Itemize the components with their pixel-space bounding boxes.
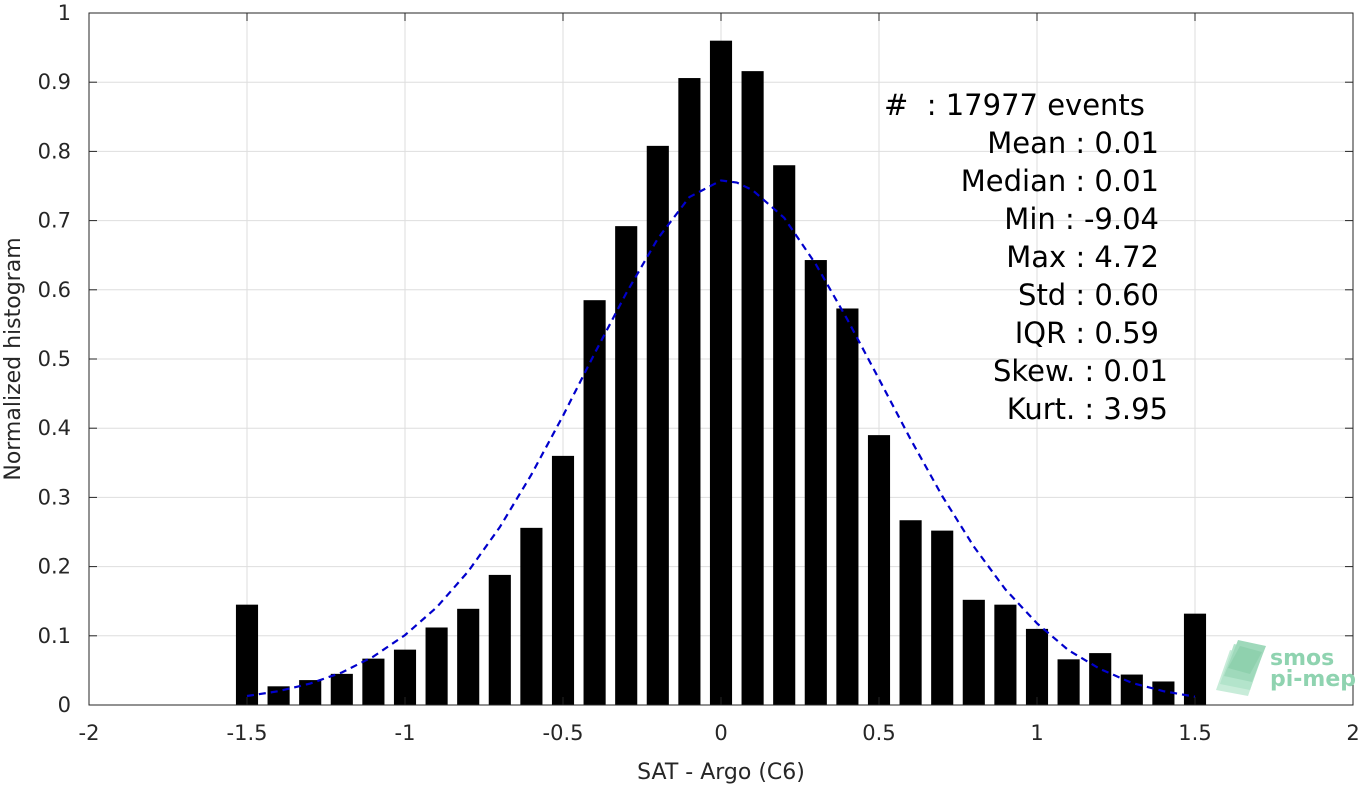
x-tick-label: 0 [714, 721, 727, 745]
histogram-bar [962, 599, 985, 705]
y-tick-label: 0.8 [38, 139, 71, 163]
axes [88, 12, 1354, 706]
x-axis-label: SAT - Argo (C6) [637, 760, 805, 785]
histogram-bar [615, 226, 638, 706]
x-tick-label: -2 [79, 721, 100, 745]
histogram-bar [425, 627, 448, 705]
histogram-bar [583, 300, 606, 705]
histogram-bar [931, 530, 954, 705]
histogram-bar [678, 78, 701, 706]
stat-kurt: Kurt. : 3.95 [1007, 392, 1168, 426]
y-tick-label: 0.7 [38, 209, 71, 233]
stat-skew: Skew. : 0.01 [993, 354, 1168, 388]
y-tick-label: 0.9 [38, 70, 71, 94]
logo-text-smos: smos [1270, 646, 1334, 671]
histogram-bar [899, 520, 922, 705]
x-tick-label: -1 [395, 721, 416, 745]
logo-layers-icon [1216, 640, 1266, 696]
x-tick-label: 1.5 [1178, 721, 1211, 745]
histogram-bar [362, 658, 385, 705]
y-tick-label: 0.4 [38, 416, 71, 440]
logo-text-pi-mep: pi-mep [1270, 667, 1356, 692]
stat-count: # : 17977 events [884, 88, 1145, 122]
y-axis-label: Normalized histogram [1, 237, 26, 480]
histogram-bar [867, 435, 891, 705]
histogram-bar [330, 673, 353, 705]
stat-min: Min : -9.04 [1004, 202, 1159, 236]
stat-std: Std : 0.60 [1018, 278, 1159, 312]
x-tick-labels: -2 -1.5 -1 -0.5 0 0.5 1 1.5 2 [79, 721, 1360, 745]
histogram-bar [1183, 613, 1207, 705]
histogram-bar [551, 455, 575, 705]
y-tick-label: 0 [58, 693, 71, 717]
x-tick-label: -0.5 [543, 721, 584, 745]
histogram-bar [646, 145, 669, 705]
statistics-annotation: # : 17977 events Mean : 0.01 Median : 0.… [884, 88, 1168, 426]
histogram-bar [1057, 659, 1080, 705]
histogram-bar [488, 574, 511, 705]
histogram-bar [1152, 681, 1175, 705]
y-tick-label: 0.6 [38, 278, 71, 302]
histogram-bar [235, 604, 259, 705]
histogram-bar [1120, 674, 1143, 705]
stat-mean: Mean : 0.01 [987, 126, 1159, 160]
stat-iqr: IQR : 0.59 [1015, 316, 1159, 350]
histogram-bar [836, 308, 859, 705]
histogram-bar [457, 608, 480, 705]
bars [235, 40, 1207, 706]
histogram-bar [520, 527, 543, 705]
y-tick-labels: 0 0.1 0.2 0.3 0.4 0.5 0.6 0.7 0.8 0.9 1 [38, 1, 71, 717]
stat-max: Max : 4.72 [1006, 240, 1159, 274]
histogram-bar [994, 604, 1017, 705]
y-tick-label: 0.3 [38, 485, 71, 509]
histogram-bar [1089, 653, 1112, 705]
histogram-bar [741, 71, 764, 706]
stat-median: Median : 0.01 [961, 164, 1159, 198]
smos-pi-mep-logo: smos pi-mep [1216, 640, 1356, 696]
histogram-bar [299, 680, 322, 705]
x-tick-label: 2 [1346, 721, 1359, 745]
histogram-bar [1025, 628, 1049, 705]
x-tick-label: 0.5 [862, 721, 895, 745]
y-tick-label: 1 [58, 1, 71, 25]
y-tick-label: 0.5 [38, 347, 71, 371]
histogram-bar [804, 260, 827, 705]
histogram-bar [773, 165, 796, 706]
y-tick-label: 0.1 [38, 624, 71, 648]
y-tick-label: 0.2 [38, 555, 71, 579]
x-tick-label: -1.5 [227, 721, 268, 745]
histogram-bar [393, 649, 417, 705]
histogram-bar [709, 40, 733, 706]
x-tick-label: 1 [1030, 721, 1043, 745]
